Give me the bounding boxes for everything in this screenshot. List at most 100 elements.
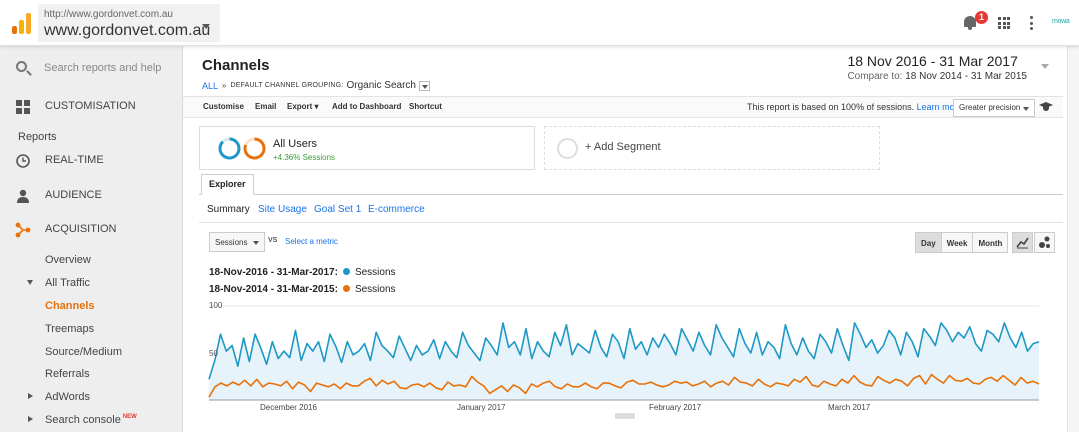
tab-explorer[interactable]: Explorer [201, 174, 254, 195]
page-scrollbar[interactable] [1067, 46, 1079, 432]
x-label-february: February 2017 [649, 403, 702, 412]
sidebar-item-source-medium[interactable]: Source/Medium [45, 346, 123, 358]
caret-down-icon [202, 24, 210, 29]
collapsed-triangle-icon[interactable] [28, 416, 33, 422]
clock-icon [16, 154, 30, 168]
date-range: 18 Nov 2016 - 31 Mar 2017 [847, 53, 1018, 69]
legend-range: 18-Nov-2016 - 31-Mar-2017: [209, 267, 338, 278]
metric-select[interactable]: Sessions [209, 232, 265, 252]
page-title: Channels [202, 57, 270, 74]
day-button[interactable]: Day [915, 232, 942, 253]
acquisition-icon [15, 222, 31, 238]
sidebar-item-all-traffic[interactable]: All Traffic [45, 277, 91, 289]
add-segment-ring-icon [557, 138, 578, 159]
breadcrumb-group: DEFAULT CHANNEL GROUPING: [230, 82, 344, 89]
month-button[interactable]: Month [972, 232, 1009, 253]
week-button[interactable]: Week [940, 232, 974, 253]
breadcrumb-separator: » [222, 81, 227, 90]
series-1-line [208, 322, 1040, 380]
graduation-cap-icon[interactable] [1039, 102, 1053, 112]
sidebar: CUSTOMISATION Reports REAL-TIME AUDIENCE… [0, 46, 183, 432]
dashboard-icon [16, 100, 30, 114]
date-range-picker[interactable]: 18 Nov 2016 - 31 Mar 2017 Compare to: 18… [847, 53, 1027, 82]
y-tick-50: 50 [209, 349, 218, 358]
segment-ring-orange-icon [243, 137, 266, 160]
sidebar-item-overview[interactable]: Overview [45, 254, 91, 266]
sidebar-item-audience[interactable]: AUDIENCE [0, 181, 183, 211]
breadcrumb-dropdown[interactable] [418, 80, 430, 91]
main-panel: Channels ALL » DEFAULT CHANNEL GROUPING:… [183, 46, 1079, 432]
sidebar-item-search-console[interactable]: Search console NEW [45, 414, 137, 426]
motion-chart-type-button[interactable] [1034, 232, 1055, 253]
sidebar-item-customisation[interactable]: CUSTOMISATION [0, 92, 183, 122]
new-badge: NEW [122, 414, 137, 420]
subtab-ecommerce[interactable]: E-commerce [368, 204, 425, 215]
top-bar: http://www.gordonvet.com.au www.gordonve… [0, 0, 1079, 46]
legend-series-1: 18-Nov-2016 - 31-Mar-2017: Sessions [209, 267, 396, 278]
vs-label: VS [268, 237, 278, 244]
compare-range: Compare to: 18 Nov 2014 - 31 Mar 2015 [847, 71, 1027, 82]
select-metric-link[interactable]: Select a metric [285, 237, 338, 246]
expanded-triangle-icon[interactable] [27, 280, 33, 285]
sidebar-item-adwords[interactable]: AdWords [45, 391, 91, 403]
legend-series-name: Sessions [354, 284, 396, 295]
breadcrumb-segment: Organic Search [346, 80, 416, 91]
collapsed-triangle-icon[interactable] [28, 393, 33, 399]
notification-badge: 1 [975, 11, 988, 24]
x-label-january: January 2017 [457, 403, 506, 412]
sessions-chart[interactable] [183, 290, 1079, 432]
apps-grid-icon[interactable] [998, 17, 1010, 29]
search-input[interactable] [44, 59, 176, 77]
legend-dot [342, 268, 350, 275]
export-button[interactable]: Export ▾ [287, 102, 319, 111]
sessions-chart-svg [208, 305, 1040, 401]
account-selector[interactable]: http://www.gordonvet.com.au www.gordonve… [38, 4, 220, 42]
series-2-line [208, 373, 1040, 398]
sidebar-item-label: ACQUISITION [45, 223, 117, 235]
segment-change: +4.36% Sessions [273, 153, 336, 162]
add-to-dashboard-button[interactable]: Add to Dashboard [332, 102, 402, 111]
breadcrumb-all-link[interactable]: ALL [202, 80, 219, 91]
line-chart-icon [1016, 237, 1029, 249]
person-icon [17, 189, 29, 203]
segment-name: All Users [273, 138, 318, 150]
sidebar-item-treemaps[interactable]: Treemaps [45, 323, 95, 335]
sidebar-item-label: AUDIENCE [45, 189, 102, 201]
segment-ring-blue-icon [218, 137, 241, 160]
line-chart-type-button[interactable] [1012, 232, 1033, 253]
date-range-caret-icon[interactable] [1041, 64, 1049, 69]
profile-label[interactable]: mowa [1052, 18, 1070, 25]
analytics-logo-icon[interactable] [12, 12, 32, 34]
sidebar-item-acquisition[interactable]: ACQUISITION [0, 215, 183, 245]
reports-section-label: Reports [18, 131, 57, 143]
more-options-icon[interactable] [1030, 16, 1033, 30]
add-segment-label: + Add Segment [585, 141, 661, 153]
notifications-bell-icon[interactable] [963, 14, 977, 30]
divider [199, 222, 1063, 223]
precision-select[interactable]: Greater precision [953, 99, 1035, 117]
sidebar-search [0, 46, 183, 90]
email-button[interactable]: Email [255, 102, 277, 111]
bubble-chart-icon [1039, 236, 1050, 248]
legend-series-2: 18-Nov-2014 - 31-Mar-2015: Sessions [209, 284, 396, 295]
shortcut-button[interactable]: Shortcut [409, 102, 442, 111]
legend-dot [342, 285, 350, 292]
breadcrumb: ALL » DEFAULT CHANNEL GROUPING: Organic … [202, 80, 430, 91]
sidebar-item-channels[interactable]: Channels [45, 300, 95, 312]
period-toggle: Day Week Month [915, 232, 1009, 253]
subtab-summary[interactable]: Summary [207, 204, 250, 215]
x-label-march: March 2017 [828, 403, 871, 412]
subtab-goal-set-1[interactable]: Goal Set 1 [314, 204, 362, 215]
sidebar-item-label: CUSTOMISATION [45, 100, 136, 112]
sidebar-item-realtime[interactable]: REAL-TIME [0, 146, 183, 176]
learn-more-link[interactable]: Learn more [916, 102, 963, 112]
expand-chart-handle[interactable] [615, 413, 635, 419]
customise-button[interactable]: Customise [203, 102, 244, 111]
sampling-note: This report is based on 100% of sessions… [747, 102, 963, 112]
account-url: http://www.gordonvet.com.au [44, 9, 173, 20]
sidebar-item-referrals[interactable]: Referrals [45, 368, 90, 380]
subtab-site-usage[interactable]: Site Usage [258, 204, 307, 215]
explorer-tabbar: Explorer [199, 174, 1063, 195]
add-segment-button[interactable]: + Add Segment [544, 126, 880, 170]
segment-all-users[interactable]: All Users +4.36% Sessions [199, 126, 535, 170]
